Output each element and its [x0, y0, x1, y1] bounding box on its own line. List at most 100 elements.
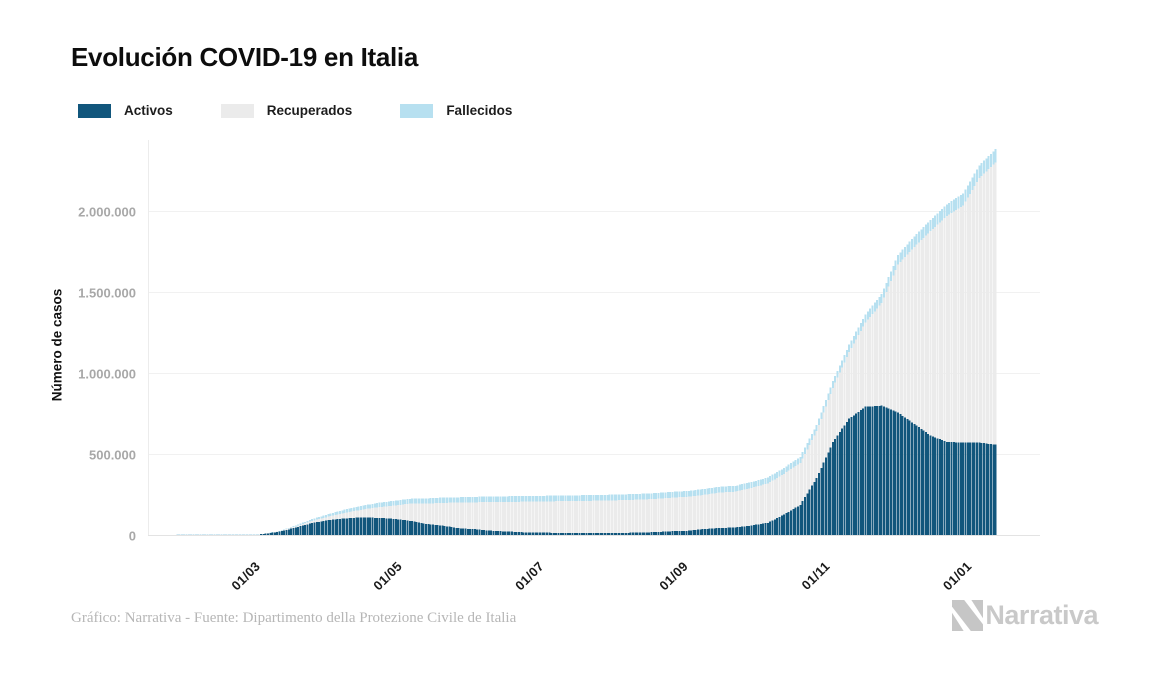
bar-fallecidos: [964, 189, 967, 202]
bar-activos: [643, 532, 646, 535]
bar-activos: [799, 504, 802, 535]
bar-trace: [208, 534, 211, 535]
bar-activos: [287, 529, 290, 535]
bar-activos: [955, 442, 958, 535]
bar-fallecidos: [759, 479, 762, 486]
bar-fallecidos: [511, 496, 514, 502]
bar-fallecidos: [497, 496, 500, 502]
bar-recuperados: [869, 316, 872, 407]
bar-recuperados: [515, 501, 518, 532]
bar-recuperados: [910, 249, 913, 423]
bar-activos: [487, 530, 490, 535]
bar-fallecidos: [622, 494, 625, 501]
bar-fallecidos: [538, 495, 541, 502]
bar-fallecidos: [938, 211, 941, 223]
bar-activos: [829, 447, 832, 535]
bar-fallecidos: [485, 496, 488, 503]
bar-fallecidos: [369, 504, 372, 509]
bar-activos: [701, 529, 704, 535]
bar-recuperados: [915, 244, 918, 426]
bar-activos: [355, 517, 358, 535]
bar-recuperados: [866, 319, 869, 407]
bar-recuperados: [548, 501, 551, 533]
bar-recuperados: [555, 501, 558, 533]
bar-activos: [418, 522, 421, 535]
bar-recuperados: [706, 494, 709, 529]
bar-activos: [636, 532, 639, 535]
bar-fallecidos: [913, 236, 916, 247]
bar-fallecidos: [683, 491, 686, 497]
bar-activos: [980, 442, 983, 535]
bar-fallecidos: [773, 473, 776, 480]
bar-fallecidos: [776, 472, 779, 478]
bar-activos: [804, 497, 806, 535]
bar-recuperados: [685, 496, 688, 531]
bar-activos: [587, 532, 590, 535]
bar-recuperados: [692, 496, 695, 531]
bar-fallecidos: [952, 199, 955, 212]
bar-recuperados: [599, 500, 602, 533]
bar-recuperados: [520, 501, 523, 533]
bar-recuperados: [592, 500, 595, 533]
bar-recuperados: [638, 499, 641, 533]
bar-activos: [599, 532, 602, 535]
bar-activos: [743, 526, 746, 535]
bar-fallecidos: [794, 459, 797, 466]
bar-trace: [255, 534, 258, 535]
bar-recuperados: [466, 502, 469, 529]
bar-activos: [450, 527, 453, 535]
bar-recuperados: [469, 502, 472, 529]
bar-activos: [783, 514, 786, 535]
bar-recuperados: [936, 224, 939, 439]
bar-activos: [618, 532, 620, 535]
bar-fallecidos: [576, 495, 579, 501]
bar-recuperados: [971, 189, 974, 443]
bar-activos: [385, 518, 388, 535]
bar-recuperados: [804, 453, 806, 498]
bar-fallecidos: [373, 503, 376, 508]
bar-activos: [752, 525, 755, 535]
bar-recuperados: [757, 485, 760, 525]
bar-fallecidos: [983, 160, 986, 174]
bar-fallecidos: [508, 496, 511, 502]
bar-recuperados: [810, 440, 813, 486]
bar-activos: [369, 517, 372, 535]
bar-fallecidos: [645, 493, 648, 500]
bar-fallecidos: [355, 507, 358, 511]
bar-activos: [525, 532, 527, 535]
bar-recuperados: [308, 521, 311, 524]
bar-activos: [794, 507, 797, 535]
bar-recuperados: [499, 501, 502, 532]
bar-activos: [527, 532, 530, 535]
bar-fallecidos: [422, 498, 425, 504]
bar-trace: [194, 534, 197, 535]
bar-recuperados: [748, 488, 751, 526]
bar-fallecidos: [545, 495, 548, 502]
bar-fallecidos: [915, 233, 918, 245]
bar-activos: [578, 532, 581, 535]
bar-recuperados: [666, 497, 669, 532]
bar-fallecidos: [438, 497, 441, 503]
bar-recuperados: [362, 509, 365, 518]
bar-recuperados: [587, 500, 590, 533]
bar-activos: [455, 527, 458, 535]
bar-recuperados: [364, 509, 367, 518]
bar-fallecidos: [687, 490, 690, 497]
bar-fallecidos: [345, 509, 348, 513]
bar-fallecidos: [585, 495, 588, 501]
bar-recuperados: [745, 488, 748, 527]
bar-recuperados: [948, 214, 951, 442]
bar-fallecidos: [620, 494, 623, 501]
bar-fallecidos: [704, 488, 707, 495]
bar-fallecidos: [908, 241, 911, 252]
bar-fallecidos: [659, 492, 662, 499]
bar-recuperados: [708, 493, 711, 529]
bar-fallecidos: [513, 496, 516, 502]
bar-trace: [183, 534, 186, 535]
bar-recuperados: [848, 352, 851, 419]
bar-fallecidos: [436, 497, 439, 504]
bar-fallecidos: [841, 360, 844, 368]
bar-fallecidos: [880, 293, 883, 303]
bar-activos: [534, 532, 537, 535]
